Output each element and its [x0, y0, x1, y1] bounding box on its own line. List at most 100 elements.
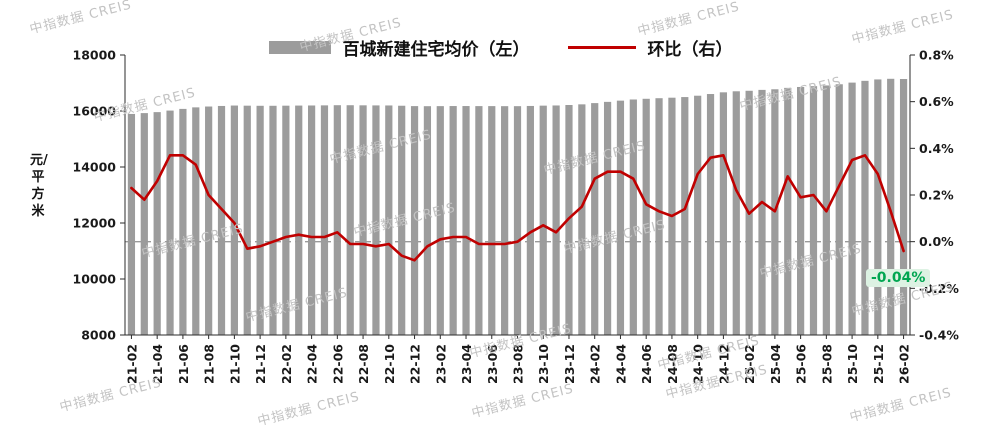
- bar: [655, 98, 663, 335]
- x-tick-label: 25-08: [819, 344, 834, 384]
- bar: [616, 100, 625, 335]
- bar: [719, 92, 728, 335]
- chart-legend: 百城新建住宅均价（左） 环比（右）: [268, 35, 733, 60]
- line-series-label: 环比（右）: [647, 40, 733, 60]
- x-tick-label: 23-02: [433, 344, 448, 384]
- bar: [899, 79, 908, 335]
- x-tick-label: 22-04: [305, 344, 320, 384]
- bar: [385, 105, 393, 336]
- right-tick-label: 0.4%: [919, 141, 954, 156]
- x-tick-label: 25-06: [794, 344, 809, 384]
- mom-line-series: [130, 154, 905, 262]
- bar: [308, 105, 316, 335]
- bar: [642, 98, 650, 335]
- left-tick-label: 16000: [73, 104, 117, 119]
- x-tick-label: 26-02: [897, 344, 912, 384]
- x-tick-label: 22-02: [279, 344, 294, 384]
- x-tick-label: 25-12: [871, 344, 886, 384]
- left-tick-label: 10000: [73, 272, 117, 287]
- left-tick-label: 14000: [73, 160, 117, 175]
- right-tick-label: 0.6%: [919, 94, 954, 109]
- x-tick-label: 24-02: [588, 344, 603, 384]
- bar: [153, 112, 161, 336]
- left-tick-label: 18000: [73, 48, 117, 63]
- bar: [436, 106, 444, 335]
- left-axis-title: 元/平方米: [30, 153, 48, 220]
- bar: [346, 105, 354, 335]
- bar: [462, 106, 470, 335]
- x-tick-label: 21-10: [227, 344, 242, 384]
- bar: [591, 103, 599, 335]
- bar: [552, 105, 560, 336]
- bar: [269, 105, 277, 335]
- line-series-swatch-icon: [567, 46, 636, 49]
- bar: [513, 106, 522, 335]
- bar: [861, 80, 869, 335]
- bar: [179, 108, 187, 336]
- bar: [230, 105, 238, 335]
- bar: [333, 105, 341, 335]
- bar: [874, 79, 882, 335]
- bar: [140, 113, 148, 335]
- bar: [603, 101, 612, 336]
- x-tick-label: 21-04: [150, 344, 165, 384]
- bar: [809, 86, 818, 335]
- bar: [526, 105, 534, 336]
- x-tick-label: 23-06: [485, 344, 500, 384]
- bar-series-swatch-icon: [268, 41, 331, 54]
- bar: [706, 94, 715, 335]
- bar: [475, 106, 483, 335]
- x-tick-label: 23-04: [459, 344, 474, 384]
- right-axis-labels: -0.4%-0.2%0.0%0.2%0.4%0.6%0.8%: [910, 48, 959, 343]
- bar: [127, 113, 136, 335]
- x-tick-label: 21-06: [176, 344, 191, 384]
- x-tick-label: 23-08: [511, 344, 526, 384]
- bar: [256, 105, 264, 335]
- x-tick-label: 21-12: [253, 344, 268, 384]
- bar: [423, 106, 432, 336]
- x-tick-label: 23-10: [536, 344, 551, 384]
- x-tick-label: 24-06: [639, 344, 654, 384]
- bar: [205, 106, 213, 336]
- latest-mom-annotation: -0.04%: [866, 269, 931, 287]
- bar: [449, 106, 457, 335]
- x-tick-label: 24-08: [665, 344, 680, 384]
- bar: [282, 105, 290, 336]
- x-tick-label: 21-02: [124, 344, 139, 384]
- x-tick-label: 24-10: [691, 344, 706, 384]
- bar: [320, 105, 329, 336]
- bar: [398, 105, 406, 336]
- right-tick-label: 0.8%: [919, 48, 954, 63]
- bar: [372, 105, 380, 336]
- x-tick-label: 25-02: [742, 344, 757, 384]
- bar: [488, 106, 496, 335]
- bar: [848, 82, 856, 335]
- bar: [295, 105, 303, 335]
- bar: [217, 105, 226, 336]
- bar: [835, 84, 843, 335]
- bar: [732, 91, 740, 335]
- x-tick-label: 24-12: [716, 344, 731, 384]
- left-axis-labels: 8000 10000 12000 14000 16000 18000: [73, 48, 125, 343]
- bar: [629, 99, 637, 336]
- bar: [797, 86, 805, 335]
- bar: [681, 97, 689, 335]
- x-tick-label: 25-04: [768, 344, 783, 384]
- bar: [578, 104, 586, 335]
- bar: [501, 106, 509, 335]
- bar-series: [127, 78, 908, 336]
- bar: [539, 105, 547, 336]
- bar: [192, 107, 200, 335]
- x-axis-labels: 21-02 21-04 21-06 21-08 21-10 21-12 22-02 22-04…: [124, 335, 912, 384]
- bar: [887, 78, 895, 336]
- right-tick-label: 0.0%: [919, 234, 954, 249]
- bar: [410, 106, 419, 335]
- right-tick-label: -0.4%: [919, 328, 959, 343]
- x-tick-label: 25-10: [845, 344, 860, 384]
- bar: [243, 105, 251, 336]
- x-tick-label: 22-12: [408, 344, 423, 384]
- bar: [359, 105, 367, 335]
- bar-series-label: 百城新建住宅均价（左）: [342, 40, 530, 60]
- x-tick-label: 23-12: [562, 344, 577, 384]
